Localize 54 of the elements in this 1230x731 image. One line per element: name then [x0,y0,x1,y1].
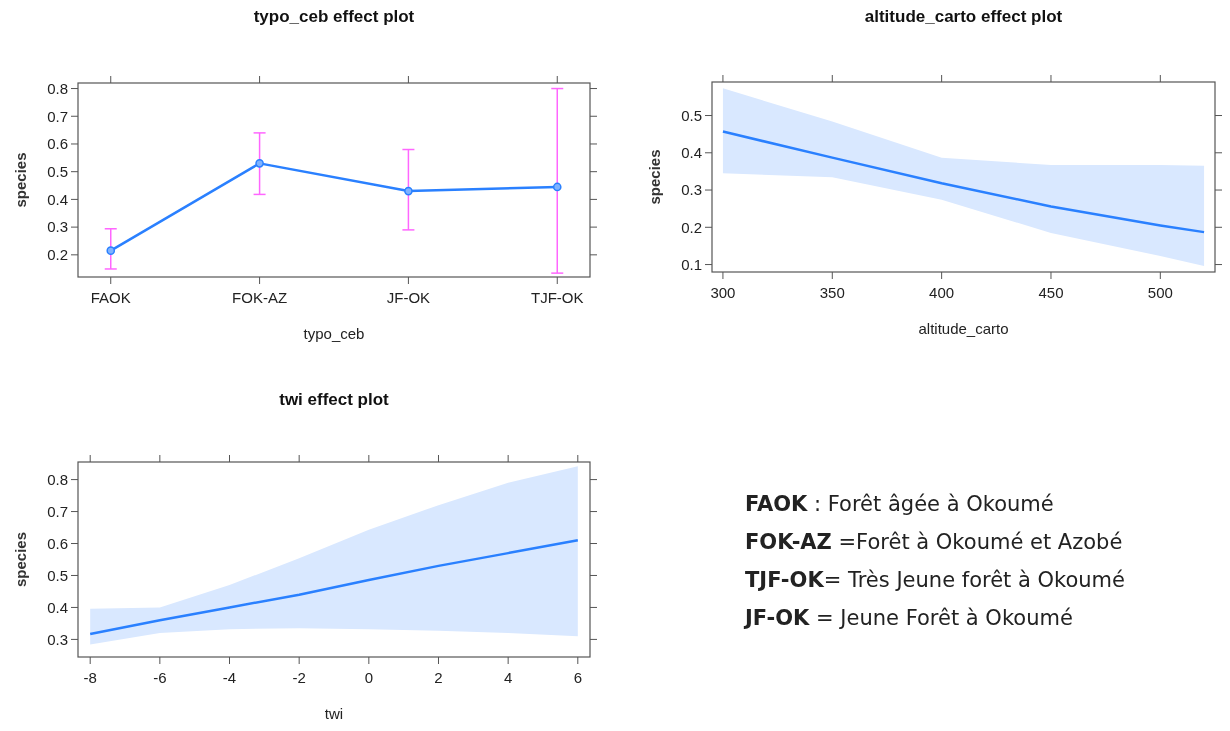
x-tick-label: 2 [434,669,443,686]
x-tick-label: 4 [503,669,513,686]
x-tick-label: 300 [710,284,736,301]
y-tick-label: 0.1 [681,255,702,273]
y-tick-label: 0.3 [47,218,68,236]
x-axis-title: altitude_carto [918,320,1009,337]
y-tick-label: 0.5 [47,566,68,584]
line-series [721,130,1206,234]
text: JF-OK = Jeune Forêt à Okoumé [743,606,1073,630]
x-tick-label: -2 [292,669,306,686]
y-tick-label: 0.7 [47,502,68,520]
x-tick-label: 500 [1147,284,1173,301]
y-axis-title: species [12,152,29,208]
x-axis-title: typo_ceb [303,325,365,342]
y-tick-label: 0.7 [47,107,68,125]
x-axis-title: twi [324,705,344,722]
chart-title: twi effect plot [279,390,390,409]
text: TJF-OK= Très Jeune forêt à Okoumé [745,568,1125,592]
y-tick-label: 0.5 [47,162,68,180]
chart-title: altitude_carto effect plot [864,7,1063,26]
x-tick-label: 6 [573,669,582,686]
y-tick-label: 0.2 [681,218,702,236]
text: FAOK : Forêt âgée à Okoumé [745,492,1054,516]
y-tick-label: 0.3 [47,630,68,648]
y-tick-label: 0.5 [681,106,702,124]
y-axis-title: species [12,531,29,588]
x-tick-label: -6 [153,669,167,686]
point [552,182,562,192]
line-series [88,539,580,636]
point [255,159,264,168]
x-tick-label: 450 [1038,284,1064,301]
y-tick-label: 0.8 [47,470,68,488]
x-tick-label: 0 [364,669,373,686]
chart-title: typo_ceb effect plot [253,7,415,26]
text: FOK-AZ =Forêt à Okoumé et Azobé [745,530,1123,554]
x-tick-label: TJF-OK [531,289,584,306]
x-tick-label: FAOK [90,289,131,306]
y-tick-label: 0.8 [47,79,68,97]
x-tick-label: JF-OK [386,289,431,306]
y-axis-title: species [646,149,663,205]
point [404,186,413,196]
y-tick-label: 0.2 [47,246,68,264]
x-tick-label: -4 [222,669,237,686]
x-tick-label: -8 [83,669,97,686]
x-tick-label: FOK-AZ [232,289,288,306]
x-tick-label: 350 [819,284,845,301]
y-tick-label: 0.3 [681,181,702,199]
y-tick-label: 0.4 [681,144,702,162]
x-tick-label: 400 [929,284,955,301]
y-tick-label: 0.4 [47,190,68,208]
y-tick-label: 0.6 [47,534,68,552]
y-tick-label: 0.4 [47,598,68,616]
y-tick-label: 0.6 [47,135,68,153]
point [106,246,116,255]
